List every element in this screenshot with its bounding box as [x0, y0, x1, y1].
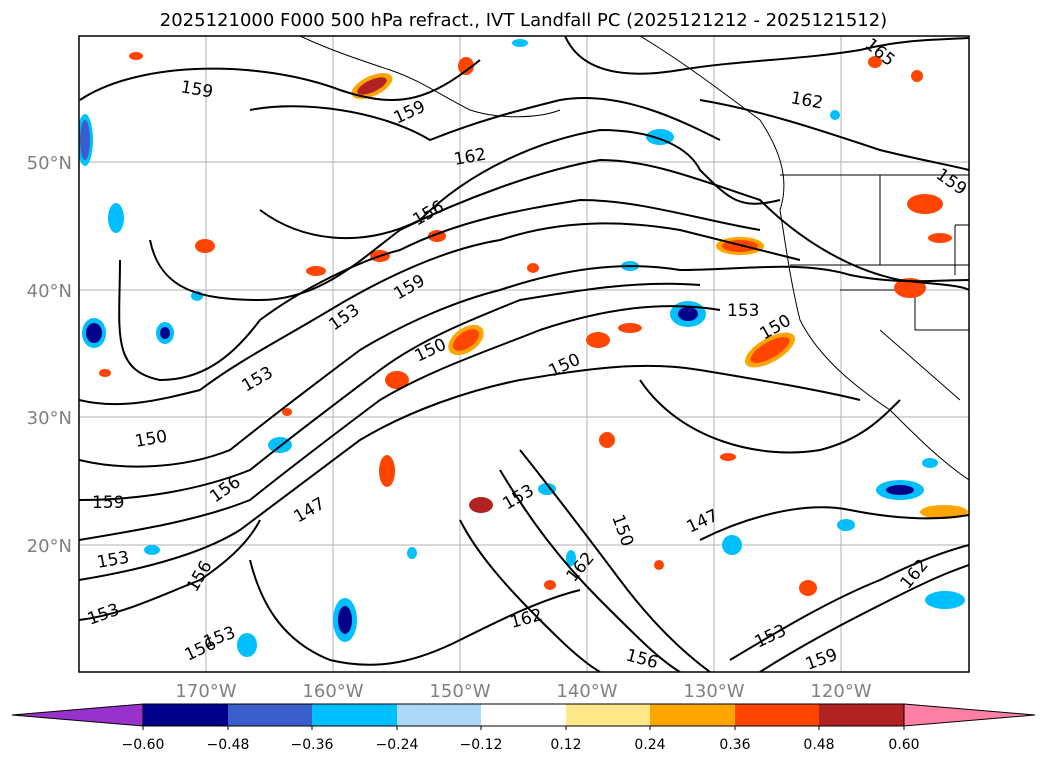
- contour-label: 159: [92, 493, 124, 513]
- colorbar-tick-label: −0.60: [122, 737, 165, 753]
- colorbar-tick-label: −0.48: [207, 737, 250, 753]
- colorbar-bin: [735, 704, 819, 726]
- colorbar-bin: [228, 704, 312, 726]
- lon-label-130w: 130°W: [683, 681, 744, 702]
- lat-label-20n: 20°N: [27, 536, 72, 557]
- lon-label-150w: 150°W: [429, 681, 490, 702]
- lat-label-50n: 50°N: [27, 153, 72, 174]
- colorbar-bin: [312, 704, 397, 726]
- colorbar-bin: [566, 704, 650, 726]
- colorbar-tick-label: −0.24: [376, 737, 419, 753]
- lon-label-120w: 120°W: [810, 681, 871, 702]
- coastlines: [299, 36, 969, 481]
- colorbar-tick-label: 0.48: [803, 737, 834, 753]
- colorbar-bin: [650, 704, 735, 726]
- shaded-anomalies: [79, 39, 968, 657]
- lon-label-160w: 160°W: [302, 681, 363, 702]
- lat-label-30n: 30°N: [27, 408, 72, 429]
- colorbar-tick-label: 0.24: [634, 737, 665, 753]
- colorbar-tick-label: 0.12: [550, 737, 581, 753]
- colorbar-extend-right: [903, 703, 1036, 727]
- map-panel: [79, 36, 969, 672]
- latitude-axis: 50°N 40°N 30°N 20°N: [27, 153, 72, 557]
- lon-label-140w: 140°W: [556, 681, 617, 702]
- contour-label: 153: [727, 301, 759, 321]
- height-contours: [79, 36, 969, 672]
- colorbar-tick-label: 0.60: [888, 737, 919, 753]
- map-frame: [78, 35, 970, 673]
- colorbar-bin: [481, 704, 566, 726]
- colorbar: −0.60 −0.48 −0.36 −0.24 −0.12 0.12 0.24 …: [11, 703, 1036, 753]
- colorbar-tick-label: 0.36: [719, 737, 750, 753]
- colorbar-bin: [143, 704, 228, 726]
- lon-label-170w: 170°W: [175, 681, 236, 702]
- map-title: 2025121000 F000 500 hPa refract., IVT La…: [159, 10, 888, 31]
- lat-label-40n: 40°N: [27, 281, 72, 302]
- colorbar-tick-label: −0.12: [460, 737, 503, 753]
- colorbar-extend-left: [11, 703, 144, 727]
- graticule: [79, 36, 969, 672]
- colorbar-bin: [397, 704, 481, 726]
- colorbar-tick-label: −0.36: [291, 737, 334, 753]
- longitude-axis: 170°W 160°W 150°W 140°W 130°W 120°W: [175, 681, 871, 702]
- colorbar-bin: [819, 704, 904, 726]
